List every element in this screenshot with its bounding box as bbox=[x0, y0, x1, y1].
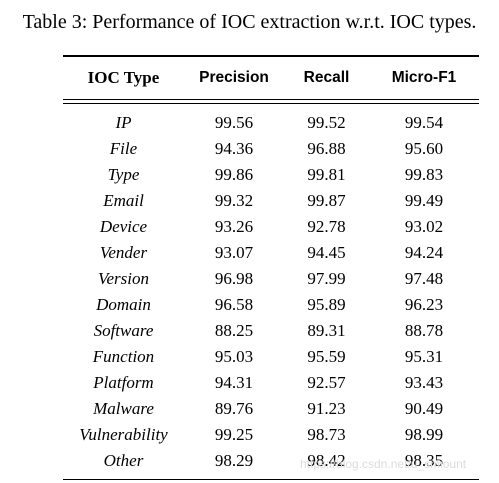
table-caption: Table 3: Performance of IOC extraction w… bbox=[22, 11, 477, 33]
recall-cell: 99.87 bbox=[307, 190, 346, 210]
recall-cell: 92.78 bbox=[307, 216, 346, 236]
precision-cell: 94.36 bbox=[214, 138, 254, 158]
header-rule-lower bbox=[63, 102, 479, 104]
micro-f1-cell: 93.43 bbox=[404, 372, 444, 392]
precision-cell: 98.29 bbox=[214, 450, 254, 470]
ioc-type-cell: Type bbox=[107, 164, 140, 184]
micro-f1-cell: 96.23 bbox=[404, 294, 444, 314]
ioc-type-cell: Function bbox=[92, 346, 155, 366]
micro-f1-cell: 99.54 bbox=[404, 112, 444, 132]
table-row: Type 99.86 99.81 99.83 bbox=[63, 162, 479, 188]
ioc-type-cell: Platform bbox=[93, 372, 154, 392]
precision-cell: 96.58 bbox=[214, 294, 254, 314]
precision-cell: 88.25 bbox=[214, 320, 254, 340]
ioc-type-cell: Malware bbox=[93, 398, 154, 418]
header-precision: Precision bbox=[199, 68, 269, 86]
micro-f1-cell: 98.35 bbox=[404, 450, 444, 470]
precision-cell: 96.98 bbox=[214, 268, 254, 288]
bottom-rule bbox=[63, 478, 479, 480]
micro-f1-cell: 90.49 bbox=[404, 398, 444, 418]
ioc-type-cell: Device bbox=[99, 216, 148, 236]
ioc-performance-table: IOC Type Precision Recall Micro-F1 IP 99.… bbox=[63, 55, 479, 480]
header-micro-f1: Micro-F1 bbox=[391, 68, 457, 86]
ioc-type-cell: Software bbox=[93, 320, 154, 340]
precision-cell: 99.25 bbox=[214, 424, 254, 444]
table-row: Device 93.26 92.78 93.02 bbox=[63, 214, 479, 240]
table-row: Vulnerability 99.25 98.73 98.99 bbox=[63, 422, 479, 448]
micro-f1-cell: 88.78 bbox=[404, 320, 444, 340]
precision-cell: 93.07 bbox=[214, 242, 254, 262]
table-row: Vender 93.07 94.45 94.24 bbox=[63, 240, 479, 266]
header-recall: Recall bbox=[303, 68, 350, 86]
ioc-type-cell: Vulnerability bbox=[79, 424, 168, 444]
table-row: Platform 94.31 92.57 93.43 bbox=[63, 370, 479, 396]
table-row: Domain 96.58 95.89 96.23 bbox=[63, 292, 479, 318]
ioc-type-cell: Version bbox=[98, 268, 149, 288]
precision-cell: 99.56 bbox=[214, 112, 254, 132]
micro-f1-cell: 98.99 bbox=[404, 424, 444, 444]
precision-cell: 94.31 bbox=[214, 372, 254, 392]
recall-cell: 91.23 bbox=[307, 398, 346, 418]
micro-f1-cell: 95.31 bbox=[404, 346, 444, 366]
table-row: IP 99.56 99.52 99.54 bbox=[63, 110, 479, 136]
recall-cell: 89.31 bbox=[307, 320, 346, 340]
table-row: Version 96.98 97.99 97.48 bbox=[63, 266, 479, 292]
micro-f1-cell: 94.24 bbox=[404, 242, 444, 262]
ioc-type-cell: File bbox=[109, 138, 138, 158]
recall-cell: 94.45 bbox=[307, 242, 346, 262]
table-row: Other 98.29 98.42 98.35 bbox=[63, 448, 479, 474]
recall-cell: 92.57 bbox=[307, 372, 346, 392]
precision-cell: 99.86 bbox=[214, 164, 254, 184]
micro-f1-cell: 99.49 bbox=[404, 190, 444, 210]
watermark-text: https://blog.csdn.net/u_smiount bbox=[300, 457, 467, 471]
table-header-row: IOC Type Precision Recall Micro-F1 bbox=[63, 66, 479, 90]
table-row: Malware 89.76 91.23 90.49 bbox=[63, 396, 479, 422]
header-ioc-type: IOC Type bbox=[87, 67, 160, 87]
recall-cell: 95.59 bbox=[307, 346, 346, 366]
recall-cell: 97.99 bbox=[307, 268, 346, 288]
recall-cell: 96.88 bbox=[307, 138, 346, 158]
header-rule-upper bbox=[63, 98, 479, 100]
precision-cell: 93.26 bbox=[214, 216, 254, 236]
precision-cell: 95.03 bbox=[214, 346, 254, 366]
micro-f1-cell: 95.60 bbox=[404, 138, 444, 158]
table-row: Function 95.03 95.59 95.31 bbox=[63, 344, 479, 370]
table-row: Email 99.32 99.87 99.49 bbox=[63, 188, 479, 214]
ioc-type-cell: Domain bbox=[96, 294, 151, 314]
ioc-type-cell: Vender bbox=[99, 242, 148, 262]
ioc-type-cell: Email bbox=[103, 190, 144, 210]
micro-f1-cell: 97.48 bbox=[404, 268, 444, 288]
table-row: Software 88.25 89.31 88.78 bbox=[63, 318, 479, 344]
ioc-type-cell: Other bbox=[103, 450, 144, 470]
recall-cell: 95.89 bbox=[307, 294, 346, 314]
precision-cell: 89.76 bbox=[214, 398, 254, 418]
micro-f1-cell: 93.02 bbox=[404, 216, 444, 236]
table-row: File 94.36 96.88 95.60 bbox=[63, 136, 479, 162]
micro-f1-cell: 99.83 bbox=[404, 164, 444, 184]
precision-cell: 99.32 bbox=[214, 190, 254, 210]
table-body: IP 99.56 99.52 99.54 File 94.36 96.88 95.60 Type… bbox=[63, 110, 479, 474]
recall-cell: 98.73 bbox=[307, 424, 346, 444]
top-rule bbox=[63, 55, 479, 57]
ioc-type-cell: IP bbox=[115, 112, 132, 132]
recall-cell: 98.42 bbox=[307, 450, 346, 470]
recall-cell: 99.81 bbox=[307, 164, 346, 184]
recall-cell: 99.52 bbox=[307, 112, 346, 132]
